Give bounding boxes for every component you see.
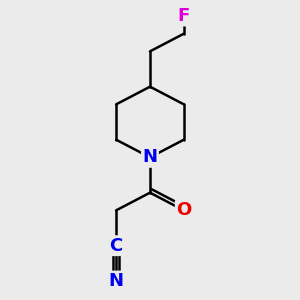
Text: O: O (176, 201, 191, 219)
Text: N: N (142, 148, 158, 166)
Text: F: F (178, 7, 190, 25)
Text: N: N (109, 272, 124, 290)
Text: C: C (110, 237, 123, 255)
